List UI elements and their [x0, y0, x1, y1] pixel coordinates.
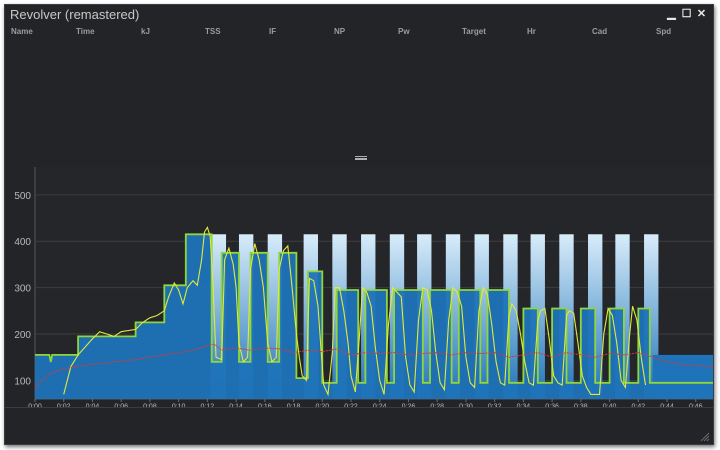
workout-window: Revolver (remastered) ▁ ☐ ✕ Name Time kJ… — [4, 4, 714, 445]
window-controls: ▁ ☐ ✕ — [666, 8, 707, 20]
pane-splitter-handle[interactable] — [355, 156, 367, 160]
col-hr[interactable]: Hr — [527, 27, 536, 36]
col-cad[interactable]: Cad — [592, 27, 608, 36]
close-icon[interactable]: ✕ — [696, 8, 707, 20]
target-area — [35, 234, 713, 399]
col-if[interactable]: IF — [269, 27, 277, 36]
y-tick-label: 500 — [14, 191, 31, 202]
y-tick-label: 300 — [14, 284, 31, 295]
workout-chart[interactable]: 100 200 300 400 500 0:00 0:02 0:04 0:06 0:08 0:10 0… — [5, 163, 714, 411]
col-pw[interactable]: Pw — [398, 27, 410, 36]
window-title: Revolver (remastered) — [10, 7, 140, 22]
y-tick-label: 400 — [14, 237, 31, 248]
y-tick-label: 100 — [14, 376, 31, 387]
target-line — [35, 233, 713, 384]
y-tick-label: 200 — [14, 330, 31, 341]
maximize-icon[interactable]: ☐ — [681, 8, 692, 20]
col-np[interactable]: NP — [334, 27, 346, 36]
title-bar[interactable]: Revolver (remastered) ▁ ☐ ✕ — [5, 5, 713, 25]
summary-header: Name Time kJ TSS IF NP Pw Target Hr Cad … — [5, 27, 713, 41]
col-name[interactable]: Name — [11, 27, 33, 36]
power-line — [63, 225, 647, 397]
col-target[interactable]: Target — [462, 27, 486, 36]
status-bar — [5, 407, 713, 445]
col-time[interactable]: Time — [76, 27, 95, 36]
col-tss[interactable]: TSS — [205, 27, 221, 36]
heart-rate-line — [34, 343, 714, 388]
col-spd[interactable]: Spd — [656, 27, 672, 36]
col-kj[interactable]: kJ — [141, 27, 150, 36]
resize-grip-icon[interactable] — [700, 432, 710, 442]
cooldown-area — [652, 354, 713, 399]
minimize-icon[interactable]: ▁ — [667, 8, 676, 20]
